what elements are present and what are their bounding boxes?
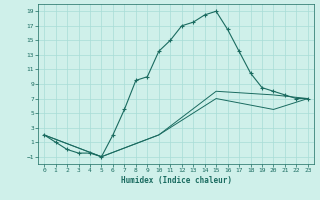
X-axis label: Humidex (Indice chaleur): Humidex (Indice chaleur) (121, 176, 231, 185)
